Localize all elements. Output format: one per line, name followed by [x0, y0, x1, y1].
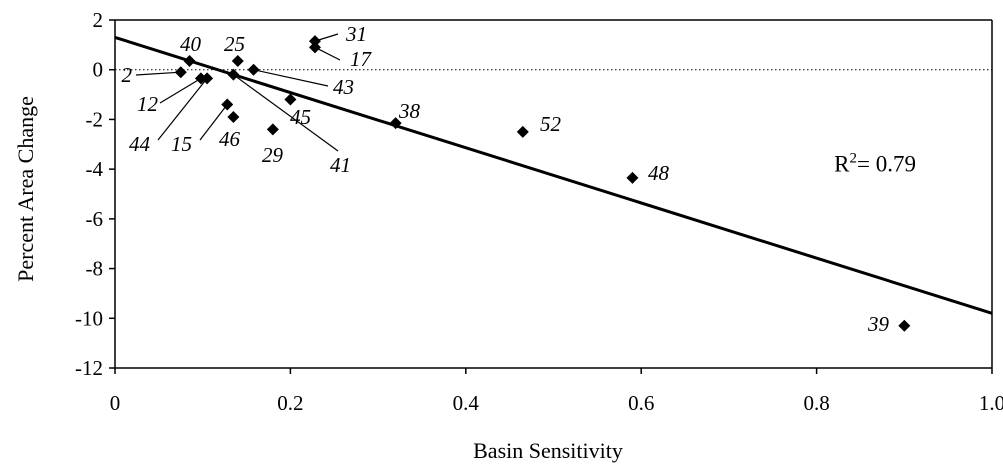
leader-line-44 [157, 78, 208, 141]
x-tick-label: 0.4 [453, 391, 480, 415]
point-label-46: 46 [219, 127, 241, 151]
y-tick-label: 0 [93, 58, 104, 82]
leader-line-12 [159, 77, 202, 104]
y-tick-label: -6 [86, 207, 104, 231]
point-label-12: 12 [137, 92, 159, 116]
data-point-46 [227, 110, 240, 123]
r-squared-value: = 0.79 [857, 152, 916, 177]
point-label-15: 15 [171, 132, 192, 156]
point-label-2: 2 [122, 63, 133, 87]
point-label-40: 40 [180, 32, 202, 56]
leader-line-2 [135, 71, 181, 76]
data-point-15 [221, 98, 234, 111]
y-tick-label: 2 [93, 8, 104, 32]
point-label-48: 48 [648, 161, 670, 185]
data-point-48 [626, 171, 639, 184]
data-point-41 [227, 68, 240, 81]
r-squared-superscript: 2 [849, 151, 857, 167]
leader-line-17 [314, 46, 341, 61]
data-point-40 [183, 55, 196, 68]
data-point-2 [174, 66, 187, 79]
trendline-layer [114, 35, 993, 315]
data-point-25 [231, 55, 244, 68]
point-label-52: 52 [540, 112, 562, 136]
x-tick-label: 0 [110, 391, 121, 415]
r-squared-main: R [834, 152, 850, 177]
y-tick-label: -4 [86, 157, 104, 181]
data-point-52 [516, 125, 529, 138]
y-axis-title: Percent Area Change [13, 96, 38, 282]
data-point-12 [194, 72, 207, 85]
point-label-17: 17 [350, 47, 373, 71]
data-point-45 [284, 93, 297, 106]
data-point-38 [389, 117, 402, 130]
leader-line-43 [253, 69, 329, 87]
x-axis-title: Basin Sensitivity [473, 438, 623, 463]
x-tick-label: 0.2 [277, 391, 303, 415]
x-tick-label: 0.8 [803, 391, 829, 415]
data-point-39 [898, 319, 911, 332]
point-label-25: 25 [224, 32, 245, 56]
r-squared-annotation: R2= 0.79 [834, 151, 916, 177]
point-label-29: 29 [262, 143, 284, 167]
y-axis-ticks: 2 0 -2 -4 -6 -8 -10 -12 [75, 8, 115, 380]
point-label-44: 44 [129, 132, 151, 156]
point-label-41: 41 [330, 153, 351, 177]
data-points-layer [174, 35, 911, 332]
y-tick-label: -12 [75, 356, 103, 380]
data-point-17 [308, 41, 321, 54]
point-label-39: 39 [867, 312, 890, 336]
y-tick-label: -2 [86, 107, 104, 131]
data-point-31 [308, 35, 321, 48]
y-tick-label: -8 [86, 257, 104, 281]
leader-line-41 [233, 74, 339, 152]
leader-lines-layer [135, 33, 341, 152]
plot-frame-layer [114, 19, 993, 369]
point-label-38: 38 [398, 99, 421, 123]
leader-line-15 [199, 104, 228, 141]
y-tick-label: -10 [75, 306, 103, 330]
data-point-43 [247, 63, 260, 76]
x-tick-label: 1.0 [979, 391, 1003, 415]
x-axis-ticks: 0 0.2 0.4 0.6 0.8 1.0 [110, 368, 1003, 415]
data-point-29 [266, 123, 279, 136]
point-label-43: 43 [333, 75, 354, 99]
point-label-45: 45 [290, 105, 311, 129]
point-label-31: 31 [345, 22, 367, 46]
trendline [114, 35, 993, 315]
data-point-44 [201, 72, 214, 85]
x-tick-label: 0.6 [628, 391, 654, 415]
